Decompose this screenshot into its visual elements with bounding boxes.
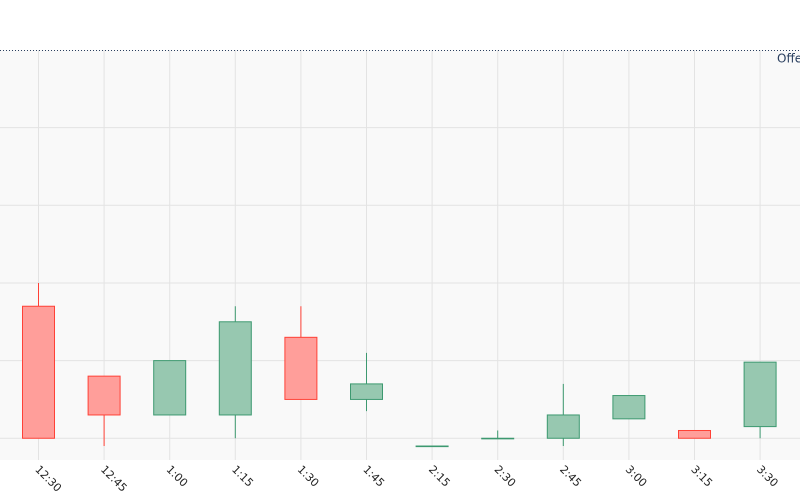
candle-3:30[interactable] (743, 361, 777, 439)
candle-2:45[interactable] (546, 383, 580, 447)
candle-1:30[interactable] (284, 306, 318, 400)
candle-body (218, 321, 252, 416)
candles-group (22, 282, 777, 448)
candle-1:45[interactable] (350, 352, 383, 412)
candle-body (546, 414, 580, 439)
x-tick-label: 3:15 (688, 463, 715, 490)
candle-body (481, 437, 515, 440)
candle-body (87, 375, 121, 416)
candle-body (153, 360, 187, 416)
plot-area (0, 50, 800, 460)
candle-2:15[interactable] (415, 445, 449, 448)
offer-label: Offer (777, 52, 800, 66)
candle-body (678, 429, 711, 439)
candle-body (22, 305, 55, 439)
x-tick-label: 2:30 (492, 463, 519, 490)
x-tick-label: 3:30 (754, 463, 781, 490)
x-tick-label: 2:15 (426, 463, 453, 490)
x-tick-label: 12:45 (98, 463, 130, 495)
candle-1:15[interactable] (218, 306, 252, 439)
candle-body (415, 445, 449, 448)
x-tick-label: 1:00 (164, 463, 191, 490)
candle-body (284, 336, 318, 400)
candle-2:30[interactable] (481, 430, 515, 440)
candle-body (743, 361, 777, 428)
x-tick-label: 12:30 (32, 463, 64, 495)
candle-3:00[interactable] (612, 395, 646, 420)
candle-body (350, 383, 383, 400)
x-tick-label: 1:30 (295, 463, 322, 490)
x-tick-label: 3:00 (623, 463, 650, 490)
x-tick-label: 1:45 (360, 463, 387, 490)
candle-1:00[interactable] (153, 360, 187, 416)
candle-12:45[interactable] (87, 375, 121, 447)
candle-12:30[interactable] (22, 282, 55, 439)
x-tick-label: 2:45 (557, 463, 584, 490)
candle-3:15[interactable] (678, 429, 711, 439)
candle-body (612, 395, 646, 420)
x-axis-ticks: 12:30 12:45 1:00 1:15 1:30 1:45 2:15 2:30 2:45 3:… (32, 463, 780, 495)
x-tick-label: 1:15 (229, 463, 256, 490)
